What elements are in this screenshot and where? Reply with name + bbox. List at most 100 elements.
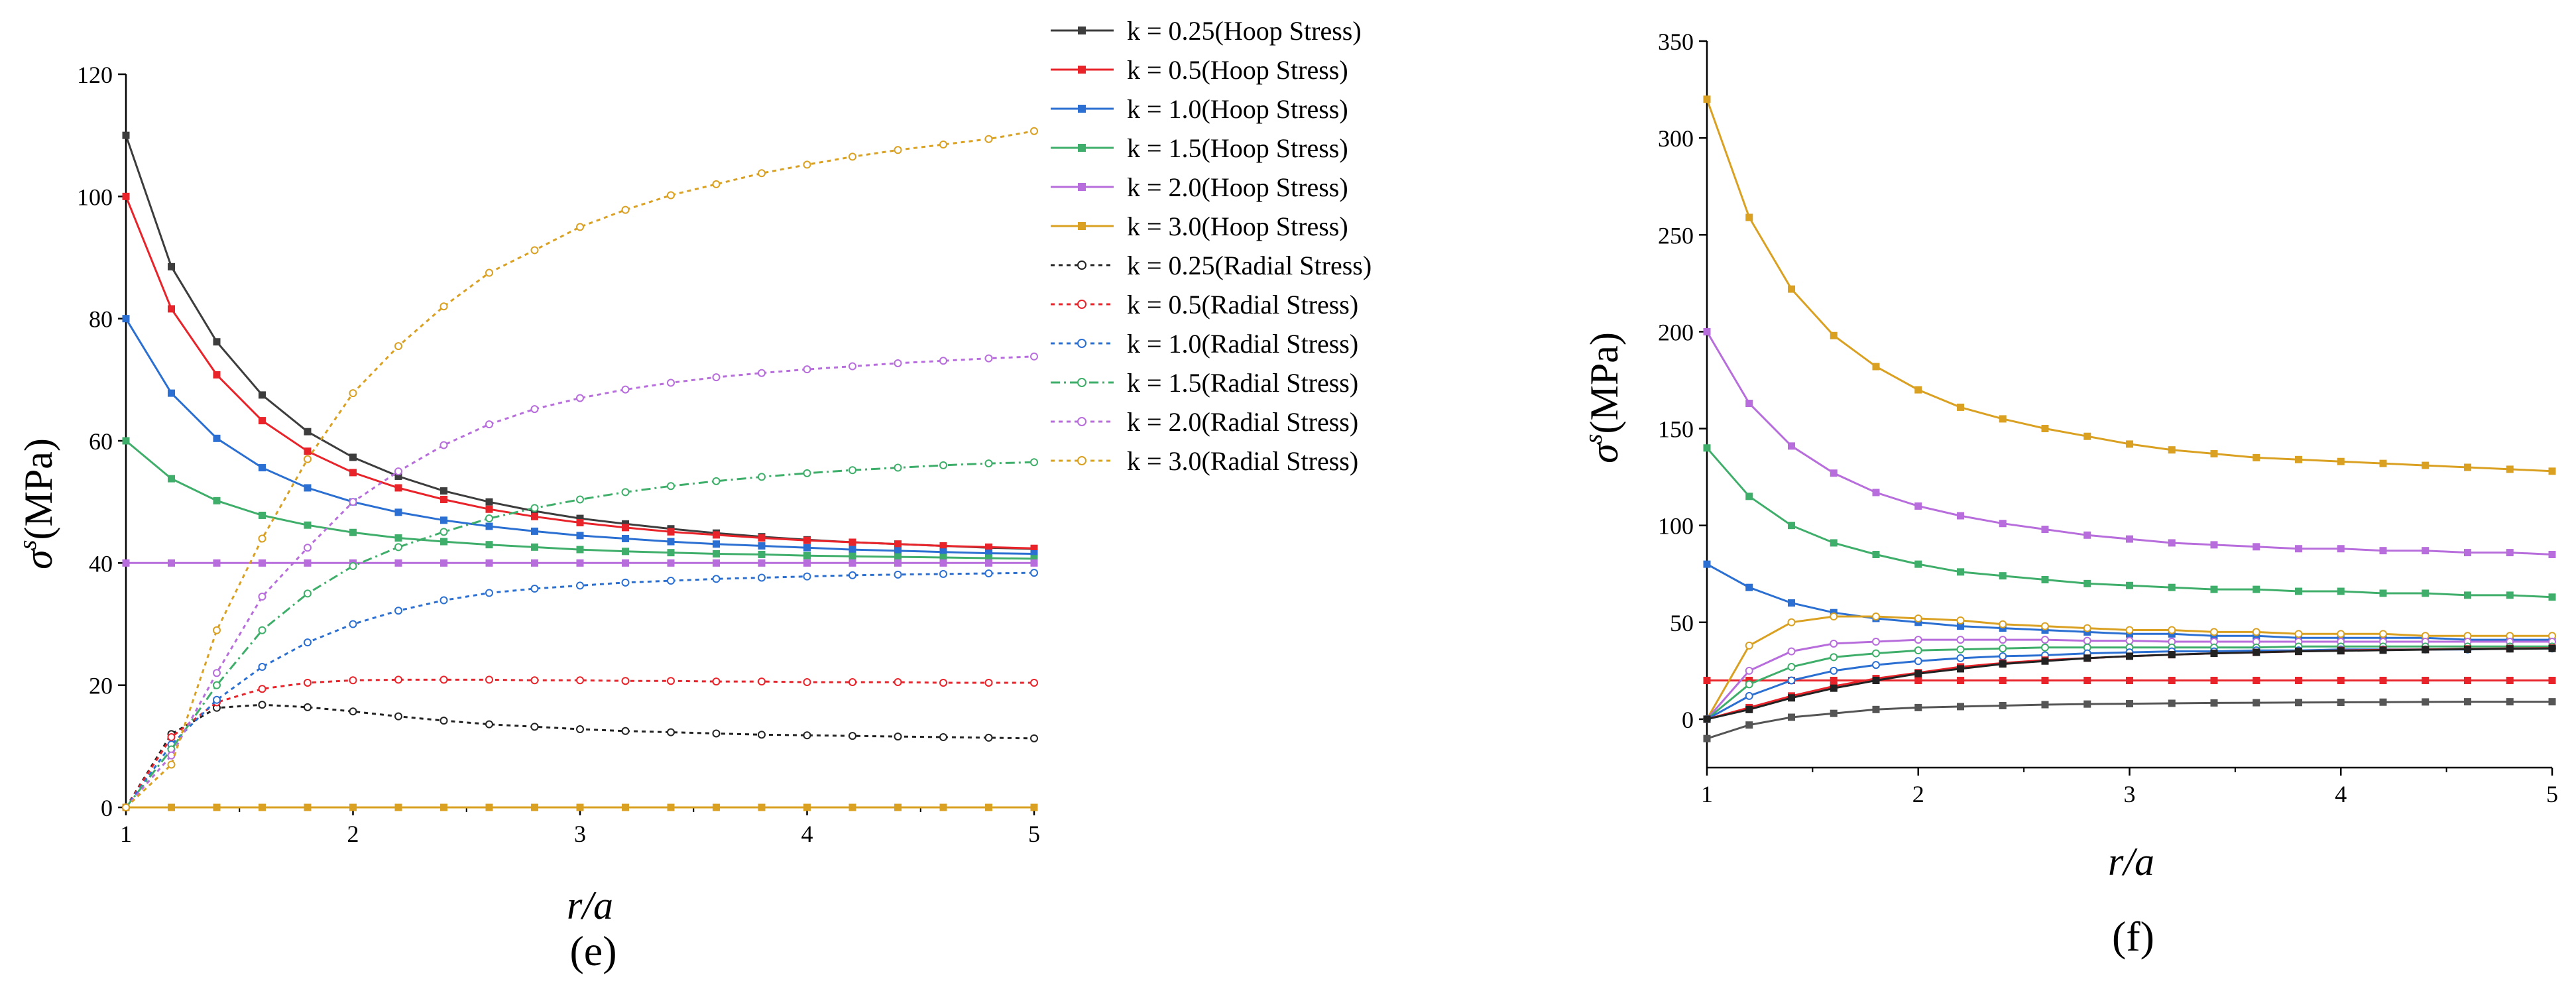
x-tick-label: 2 xyxy=(1912,781,1924,807)
series-3 xyxy=(122,437,1038,563)
data-point xyxy=(1830,639,1838,648)
data-point xyxy=(894,146,902,154)
data-point xyxy=(894,547,902,555)
data-point xyxy=(1703,676,1711,684)
data-point xyxy=(2464,591,2471,599)
series-0 xyxy=(1703,95,2556,475)
data-point xyxy=(894,540,902,548)
data-point xyxy=(2464,676,2471,684)
data-point xyxy=(168,559,175,567)
data-point xyxy=(1999,660,2007,668)
data-point xyxy=(213,338,221,346)
data-point xyxy=(2506,591,2514,599)
data-point xyxy=(984,135,993,143)
data-point xyxy=(894,570,902,579)
x-tick-label: 3 xyxy=(574,821,586,847)
data-point xyxy=(1030,569,1038,577)
data-point xyxy=(2041,676,2049,684)
data-point xyxy=(849,559,856,567)
data-point xyxy=(2337,630,2345,638)
data-point xyxy=(758,573,766,582)
data-point xyxy=(440,538,447,546)
data-point xyxy=(985,543,992,551)
data-point xyxy=(2210,585,2218,593)
data-point xyxy=(2548,676,2556,684)
data-point xyxy=(1830,653,1838,662)
data-point xyxy=(2295,545,2302,553)
data-point xyxy=(667,549,675,557)
data-point xyxy=(1787,663,1796,672)
data-point xyxy=(939,461,947,469)
data-point xyxy=(1703,444,1711,452)
data-point xyxy=(622,534,629,542)
series-1 xyxy=(1703,327,2556,559)
y-tick-label: 200 xyxy=(1658,319,1694,345)
data-point xyxy=(168,475,175,483)
data-point xyxy=(2253,585,2260,593)
data-point xyxy=(803,572,811,581)
data-point xyxy=(349,620,357,628)
data-point xyxy=(803,469,811,477)
data-point xyxy=(304,678,312,687)
data-point xyxy=(1999,572,2007,580)
data-point xyxy=(576,495,584,504)
data-point xyxy=(622,520,629,528)
x-tick-label: 3 xyxy=(2124,781,2136,807)
data-point xyxy=(2548,698,2556,706)
data-point xyxy=(2168,446,2176,454)
data-point xyxy=(849,546,856,554)
data-point xyxy=(894,553,902,561)
data-point xyxy=(2548,467,2556,475)
data-point xyxy=(894,359,902,367)
data-point xyxy=(2041,643,2049,652)
data-point xyxy=(2210,699,2218,707)
data-point xyxy=(576,546,584,554)
data-point xyxy=(1703,95,1711,103)
data-point xyxy=(349,676,357,685)
data-point xyxy=(1745,705,1753,713)
x-tick-label: 4 xyxy=(2335,781,2347,807)
x-tick-label: 5 xyxy=(1028,821,1040,847)
data-point xyxy=(1957,665,1964,673)
data-point xyxy=(985,559,992,567)
data-point xyxy=(894,678,902,687)
data-point xyxy=(213,434,221,442)
data-point xyxy=(576,514,584,522)
data-point xyxy=(531,527,538,535)
data-point xyxy=(712,180,721,188)
data-point xyxy=(576,581,584,590)
data-point xyxy=(394,472,402,480)
data-point xyxy=(2295,648,2302,656)
data-point xyxy=(1999,701,2007,709)
legend-entry: k = 3.0(Hoop Stress) xyxy=(1051,211,1348,241)
data-point xyxy=(803,536,811,544)
data-point xyxy=(2041,576,2049,584)
legend-marker xyxy=(1077,417,1086,426)
data-point xyxy=(2083,432,2091,440)
data-point xyxy=(576,394,584,402)
data-point xyxy=(2083,654,2091,662)
y-axis-label: σs(MPa) xyxy=(1580,332,1626,463)
data-point xyxy=(1703,734,1711,742)
legend-label: k = 0.25(Radial Stress) xyxy=(1127,251,1372,280)
data-point xyxy=(2464,645,2471,653)
data-point xyxy=(213,803,221,811)
legend-marker xyxy=(1078,27,1086,34)
data-point xyxy=(667,803,675,811)
data-point xyxy=(803,731,811,740)
data-point xyxy=(1745,400,1753,408)
data-point xyxy=(304,484,312,492)
data-point xyxy=(304,803,312,811)
data-point xyxy=(2464,463,2471,471)
data-point xyxy=(758,559,766,567)
data-point xyxy=(1703,327,1711,335)
data-point xyxy=(758,369,766,377)
data-point xyxy=(894,803,902,811)
data-point xyxy=(1914,703,1922,711)
data-point xyxy=(2210,650,2218,658)
data-point xyxy=(1788,713,1795,721)
data-point xyxy=(439,717,448,725)
data-point xyxy=(621,677,630,685)
series-9 xyxy=(122,458,1038,811)
legend-entry: k = 2.0(Radial Stress) xyxy=(1051,407,1358,437)
